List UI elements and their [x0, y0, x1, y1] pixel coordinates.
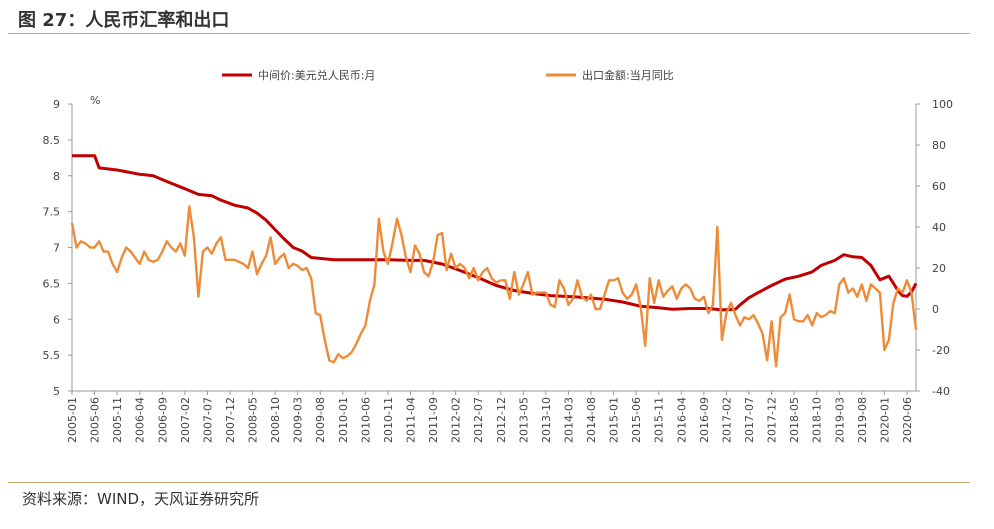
right-tick-label: 60	[932, 180, 946, 193]
x-tick-label: 2007-07	[201, 397, 214, 443]
x-tick-label: 2016-09	[698, 397, 711, 443]
x-tick-label: 2009-08	[314, 397, 327, 443]
x-tick-label: 2011-09	[427, 397, 440, 443]
x-tick-label: 2012-12	[495, 397, 508, 443]
x-tick-label: 2015-11	[653, 397, 666, 443]
x-tick-label: 2008-10	[269, 397, 282, 443]
right-tick-label: 40	[932, 221, 946, 234]
x-tick-label: 2015-06	[630, 397, 643, 443]
x-tick-label: 2006-04	[134, 397, 147, 443]
left-tick-label: 7.5	[43, 206, 61, 219]
x-tick-label: 2012-07	[472, 397, 485, 443]
x-tick-label: 2005-11	[111, 397, 124, 443]
x-tick-label: 2018-05	[788, 397, 801, 443]
right-tick-label: -20	[932, 344, 950, 357]
x-tick-label: 2008-05	[247, 397, 260, 443]
bottom-rule	[8, 482, 970, 483]
left-tick-label: 7	[53, 242, 60, 255]
right-tick-label: 20	[932, 262, 946, 275]
x-tick-label: 2013-05	[517, 397, 530, 443]
x-tick-label: 2006-09	[156, 397, 169, 443]
x-tick-label: 2019-08	[856, 397, 869, 443]
x-tick-label: 2014-08	[585, 397, 598, 443]
series-line-export	[70, 205, 918, 368]
x-tick-label: 2011-04	[405, 397, 418, 443]
x-tick-label: 2016-04	[675, 397, 688, 443]
right-tick-label: 100	[932, 98, 953, 111]
x-tick-label: 2010-06	[359, 397, 372, 443]
left-tick-label: 9	[53, 98, 60, 111]
right-tick-label: 80	[932, 139, 946, 152]
chart-title: 图 27：人民币汇率和出口	[18, 10, 230, 31]
x-tick-label: 2020-01	[878, 397, 891, 443]
x-tick-label: 2014-03	[562, 397, 575, 443]
x-tick-label: 2007-12	[224, 397, 237, 443]
source-note: 资料来源：WIND，天风证券研究所	[22, 490, 260, 508]
x-tick-label: 2005-06	[89, 397, 102, 443]
legend-label-rate: 中间价:美元兑人民币:月	[258, 68, 375, 82]
x-tick-label: 2013-10	[540, 397, 553, 443]
x-tick-label: 2005-01	[66, 397, 79, 443]
left-tick-label: 5.5	[43, 349, 61, 362]
legend-label-export: 出口金额:当月同比	[582, 68, 674, 82]
top-rule	[8, 33, 970, 34]
series-line-rate	[72, 154, 918, 312]
x-tick-label: 2007-02	[179, 397, 192, 443]
x-tick-label: 2017-12	[766, 397, 779, 443]
right-tick-label: -40	[932, 385, 950, 398]
x-tick-label: 2009-03	[292, 397, 305, 443]
left-tick-label: 6.5	[43, 277, 61, 290]
right-tick-label: 0	[932, 303, 939, 316]
left-tick-label: 8.5	[43, 134, 61, 147]
x-tick-label: 2017-07	[743, 397, 756, 443]
left-tick-label: 8	[53, 170, 60, 183]
x-tick-label: 2010-01	[337, 397, 350, 443]
x-tick-label: 2015-01	[608, 397, 621, 443]
left-tick-label: 6	[53, 313, 60, 326]
x-tick-label: 2019-03	[833, 397, 846, 443]
x-tick-label: 2020-06	[901, 397, 914, 443]
left-axis-unit: %	[90, 94, 100, 107]
x-tick-label: 2012-02	[450, 397, 463, 443]
x-tick-label: 2017-02	[720, 397, 733, 443]
left-tick-label: 5	[53, 385, 60, 398]
x-tick-label: 2018-10	[811, 397, 824, 443]
x-tick-label: 2010-11	[382, 397, 395, 443]
